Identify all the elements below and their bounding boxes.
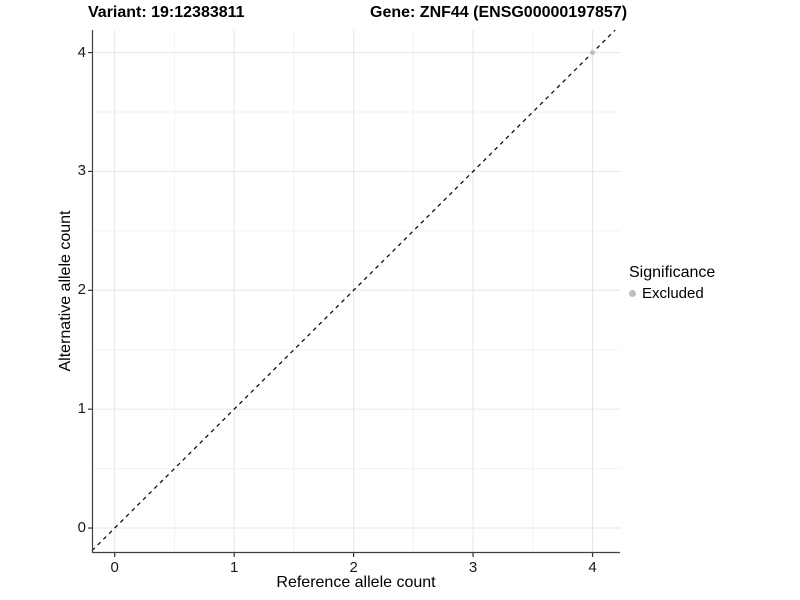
legend: Significance Excluded [629,264,715,302]
x-axis-title: Reference allele count [276,574,436,591]
y-tick-label: 1 [77,400,86,418]
excluded-point-icon [629,290,636,297]
data-point-excluded [590,50,596,56]
x-tick-label: 1 [229,559,239,576]
legend-item-excluded: Excluded [629,285,715,302]
x-tick-label: 3 [468,559,478,576]
x-tick-label: 0 [110,559,119,576]
y-tick-label: 3 [77,162,86,180]
identity-line [91,29,616,552]
x-tick-label: 4 [588,559,597,576]
gene-title: Gene: ZNF44 (ENSG00000197857) [370,4,628,21]
y-tick-label: 4 [77,43,86,61]
legend-title: Significance [629,264,716,281]
legend-item-label: Excluded [642,285,704,302]
y-tick-label: 0 [77,519,86,537]
plot-panel [88,29,620,557]
variant-title: Variant: 19:12383811 [88,4,245,21]
x-tick-label: 2 [349,559,358,576]
y-tick-label: 2 [77,281,86,299]
